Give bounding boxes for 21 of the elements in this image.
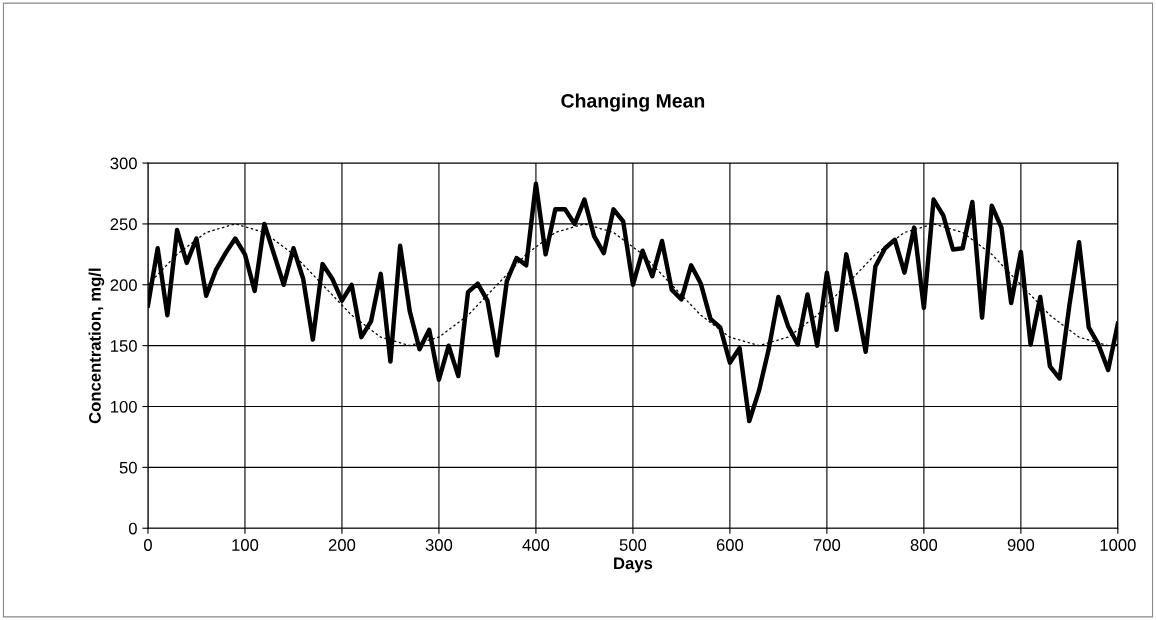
y-axis-title: Concentration, mg/l (88, 268, 105, 424)
y-tick-label: 150 (111, 340, 137, 352)
x-tick-label: 300 (425, 539, 453, 551)
y-tick-label: 200 (110, 279, 137, 291)
y-tick-label: 0 (128, 522, 137, 535)
x-tick-label: 1000 (1100, 539, 1136, 551)
x-tick-label: 0 (143, 539, 152, 551)
x-tick-label: 500 (619, 539, 647, 551)
y-tick-label: 250 (110, 218, 137, 231)
x-tick-label: 800 (910, 539, 938, 551)
x-tick-label: 200 (328, 539, 356, 551)
y-tick-label: 100 (111, 400, 137, 413)
x-tick-label: 600 (716, 539, 744, 551)
x-tick-label: 100 (232, 539, 259, 551)
x-tick-label: 900 (1007, 539, 1035, 551)
y-tick-label: 300 (110, 157, 137, 170)
x-tick-label: 700 (813, 539, 841, 551)
x-axis-title: Days (614, 557, 653, 573)
y-tick-label: 50 (119, 461, 137, 474)
chart-title: Changing Mean (561, 93, 705, 112)
x-tick-label: 400 (522, 539, 550, 551)
